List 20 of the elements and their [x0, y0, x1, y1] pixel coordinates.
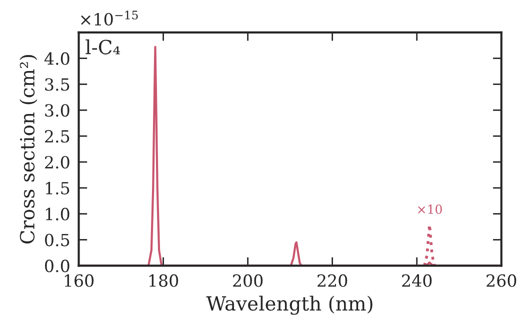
- y-tick-label: 0.5: [45, 234, 70, 246]
- y-axis-title: Cross section (cm²): [20, 55, 38, 244]
- x-tick-label: 220: [318, 274, 348, 287]
- annotation: l-C₄: [86, 39, 120, 54]
- annotation: ×10: [418, 204, 442, 214]
- x-tick-label: 200: [233, 274, 263, 287]
- y-tick-label: 3.5: [45, 78, 70, 91]
- y-tick-label: 1.5: [46, 182, 70, 194]
- y-tick-label: 3.0: [45, 104, 70, 117]
- x-tick-label: 160: [64, 274, 94, 287]
- x-axis-title: Wavelength (nm): [206, 296, 372, 315]
- y-tick-label: 2.0: [45, 156, 70, 169]
- y-tick-label: 4.0: [44, 52, 70, 65]
- y-tick-label: 0.0: [45, 260, 70, 272]
- text: ×10$^{−15}$: [81, 10, 138, 26]
- x-tick-label: 180: [149, 274, 178, 287]
- x-tick-label: 260: [486, 274, 516, 287]
- y-tick-label: 1.0: [46, 208, 70, 220]
- x-tick-label: 240: [402, 274, 432, 287]
- y-tick-label: 2.5: [45, 130, 70, 143]
